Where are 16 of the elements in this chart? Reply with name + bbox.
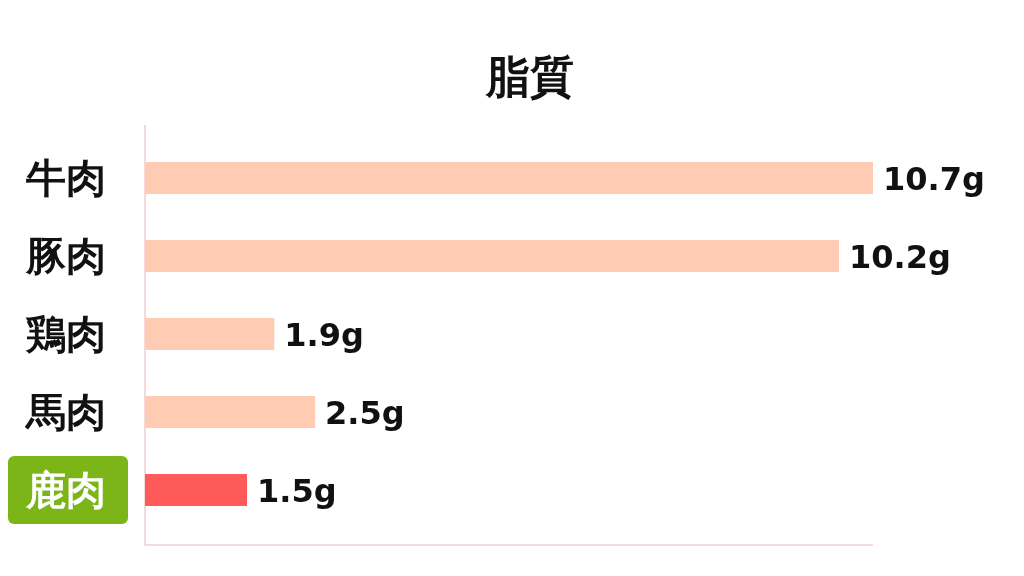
bar	[145, 318, 275, 350]
data-label: 2.5g	[325, 394, 405, 432]
y-tick-label: 鶏肉	[25, 311, 106, 357]
bar	[145, 474, 248, 506]
data-label: 10.2g	[848, 238, 951, 276]
bar	[145, 396, 316, 428]
data-label: 1.5g	[257, 472, 337, 510]
chart-title: 脂質	[485, 51, 574, 102]
y-tick-label: 豚肉	[25, 233, 106, 279]
bar	[145, 240, 839, 272]
y-tick-label: 馬肉	[24, 389, 106, 435]
bar	[145, 162, 873, 194]
y-tick-label: 鹿肉	[25, 467, 106, 513]
data-label: 1.9g	[284, 316, 364, 354]
y-tick-label: 牛肉	[25, 155, 106, 201]
data-label: 10.7g	[883, 160, 985, 198]
